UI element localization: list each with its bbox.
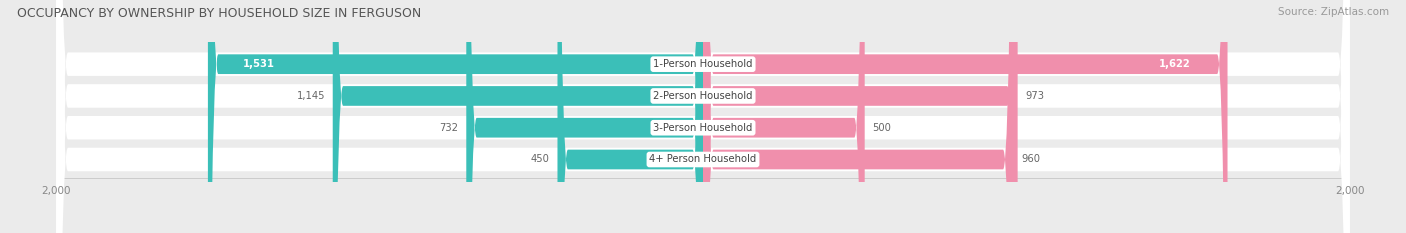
Text: 4+ Person Household: 4+ Person Household bbox=[650, 154, 756, 164]
FancyBboxPatch shape bbox=[56, 0, 1350, 233]
Text: 732: 732 bbox=[440, 123, 458, 133]
FancyBboxPatch shape bbox=[467, 0, 703, 233]
FancyBboxPatch shape bbox=[558, 0, 703, 233]
FancyBboxPatch shape bbox=[56, 0, 1350, 233]
Text: 500: 500 bbox=[873, 123, 891, 133]
Text: 1,622: 1,622 bbox=[1159, 59, 1191, 69]
Text: 1,145: 1,145 bbox=[297, 91, 325, 101]
FancyBboxPatch shape bbox=[333, 0, 703, 233]
Text: Source: ZipAtlas.com: Source: ZipAtlas.com bbox=[1278, 7, 1389, 17]
Text: 3-Person Household: 3-Person Household bbox=[654, 123, 752, 133]
Text: 2-Person Household: 2-Person Household bbox=[654, 91, 752, 101]
FancyBboxPatch shape bbox=[703, 0, 1014, 233]
Text: 973: 973 bbox=[1025, 91, 1045, 101]
FancyBboxPatch shape bbox=[208, 0, 703, 233]
Text: 1,531: 1,531 bbox=[243, 59, 274, 69]
FancyBboxPatch shape bbox=[56, 0, 1350, 233]
FancyBboxPatch shape bbox=[56, 0, 1350, 233]
Text: OCCUPANCY BY OWNERSHIP BY HOUSEHOLD SIZE IN FERGUSON: OCCUPANCY BY OWNERSHIP BY HOUSEHOLD SIZE… bbox=[17, 7, 422, 20]
FancyBboxPatch shape bbox=[703, 0, 1018, 233]
Text: 1-Person Household: 1-Person Household bbox=[654, 59, 752, 69]
Text: 960: 960 bbox=[1021, 154, 1040, 164]
FancyBboxPatch shape bbox=[703, 0, 1227, 233]
FancyBboxPatch shape bbox=[703, 0, 865, 233]
Text: 450: 450 bbox=[531, 154, 550, 164]
